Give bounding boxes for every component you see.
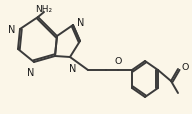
Text: N: N [27,67,35,77]
Text: O: O [114,57,122,65]
Text: N: N [69,63,77,73]
Text: N: N [8,25,15,35]
Text: O: O [181,63,188,72]
Text: N: N [77,18,84,28]
Text: NH₂: NH₂ [36,4,53,13]
